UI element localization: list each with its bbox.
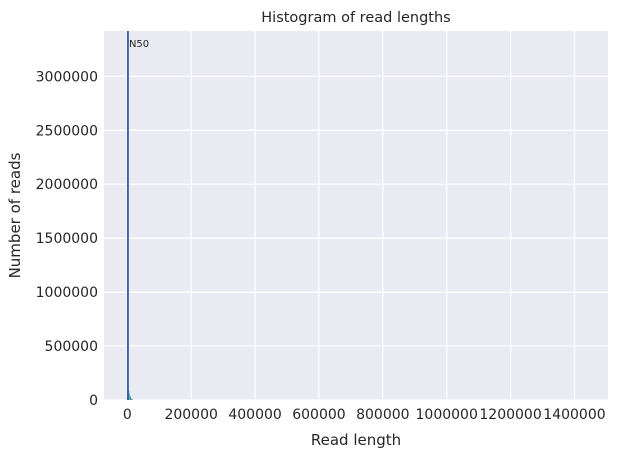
x-tick-label: 600000: [292, 407, 345, 423]
y-tick-label: 500000: [45, 339, 98, 355]
y-tick-label: 0: [89, 393, 98, 409]
histogram-bar: [131, 398, 132, 400]
x-tick-label: 1200000: [479, 407, 541, 423]
plot-background: [104, 31, 608, 400]
chart-title: Histogram of read lengths: [261, 10, 450, 26]
x-tick-label: 800000: [356, 407, 409, 423]
n50-label: N50: [129, 39, 149, 50]
y-axis-title: Number of reads: [6, 152, 24, 278]
histogram-bar: [129, 394, 130, 400]
x-axis-title: Read length: [311, 431, 401, 449]
x-tick-label: 1000000: [416, 407, 478, 423]
x-tick-label: 200000: [164, 407, 217, 423]
y-tick-label: 1000000: [36, 285, 98, 301]
y-tick-label: 3000000: [36, 69, 98, 85]
x-tick-label: 0: [123, 407, 132, 423]
x-tick-label: 400000: [228, 407, 281, 423]
histogram-bar: [132, 399, 133, 400]
y-tick-label: 1500000: [36, 231, 98, 247]
y-tick-label: 2000000: [36, 177, 98, 193]
histogram-bar: [130, 396, 131, 400]
histogram-bar: [131, 397, 132, 400]
x-tick-label: 1400000: [543, 407, 605, 423]
y-tick-label: 2500000: [36, 123, 98, 139]
